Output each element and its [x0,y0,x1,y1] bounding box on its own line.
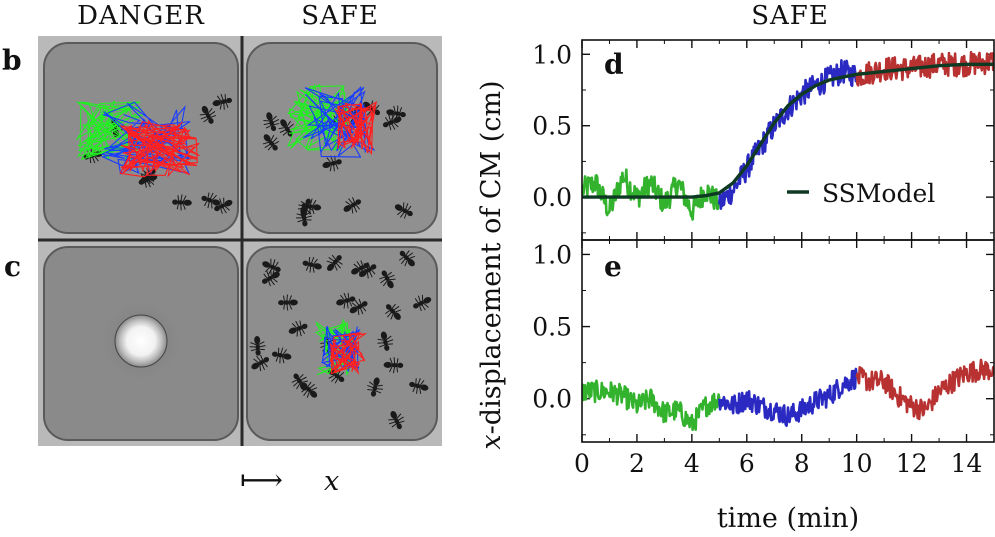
trajectories [75,83,377,376]
ant [288,320,308,337]
panel-label-b: b [2,44,22,77]
y-tick-label-e-2: 1.0 [532,240,572,269]
ant [278,294,298,311]
legend: SSModel [787,179,935,208]
ant [301,381,318,398]
x-tick-label-4: 8 [794,449,810,478]
panel-label-e: e [604,250,622,283]
trajectory [119,119,200,178]
x-tick-label-5: 10 [841,449,873,478]
y-axis-label-var: x [476,434,507,449]
ant [214,197,233,214]
x-tick-label-3: 6 [739,449,755,478]
ant [383,357,404,374]
panel-label-c: c [4,250,21,283]
ant [398,250,416,267]
x-axis-label: time (min) [717,503,859,534]
ant [199,105,217,124]
y-tick-label-d-0: 0.0 [532,183,572,212]
ant [296,206,313,227]
ant [385,303,402,320]
ant [413,294,432,312]
ant [251,354,270,372]
ant [379,270,396,289]
series-d-phase-3 [855,50,994,87]
ant [301,198,322,215]
ant [262,134,280,151]
series-d-phase-1 [582,168,721,221]
ant [388,411,405,430]
ant [386,105,406,122]
panel-e-frame [581,239,995,443]
panel-d-series [582,50,994,221]
y-tick-label-d-2: 1.0 [532,40,572,69]
x-arrow-var: x [324,466,339,497]
ant [349,298,368,316]
y-axis-label: x-displacement of CM (cm) [476,80,507,449]
model-curve [582,62,994,199]
title-danger: DANGER [77,1,205,31]
ant [302,256,322,273]
series-e-phase-3 [855,358,994,421]
x-tick-label-6: 12 [896,449,928,478]
ant [263,112,280,132]
light-source [114,314,168,368]
ant [351,260,370,277]
arena-images [38,36,442,446]
ant [172,194,192,211]
chart: 0.0 0.5 1.0 0.0 0.5 1.0 0 2 4 6 8 10 12 14 d e SSMod… [476,39,995,534]
ant [367,377,383,397]
ant [343,197,362,214]
y-tick-label-d-1: 0.5 [532,112,572,141]
chart-title-safe: SAFE [751,1,829,31]
ant [262,269,280,287]
trajectory [334,100,377,156]
x-arrow-glyph: ⟼ [240,463,283,498]
ant [201,192,221,209]
y-axis-label-rest: -displacement of CM (cm) [476,80,507,434]
y-tick-label-e-1: 0.5 [532,313,572,342]
x-tick-label-7: 14 [951,449,983,478]
ant [212,93,233,110]
ant [394,202,413,219]
trajectory [329,331,368,375]
legend-label: SSModel [822,179,935,208]
panel-d-ticks: 0.0 0.5 1.0 [532,40,994,240]
ants [83,93,432,430]
panel-e-ticks: 0.0 0.5 1.0 0 2 4 6 8 10 12 14 [532,240,994,478]
x-tick-label-2: 4 [684,449,700,478]
y-tick-label-e-0: 0.0 [532,385,572,414]
title-safe-left: SAFE [301,1,379,31]
series-e-phase-1 [582,379,721,432]
ant [249,335,266,356]
x-tick-label-0: 0 [574,449,590,478]
ant [326,254,343,271]
series-e-phase-2 [718,367,858,428]
panel-e-series [582,358,994,432]
ant [271,347,292,364]
panel-label-d: d [604,48,624,81]
x-tick-label-1: 2 [629,449,645,478]
ant [336,292,356,309]
ant [409,378,429,394]
ant [377,331,394,351]
